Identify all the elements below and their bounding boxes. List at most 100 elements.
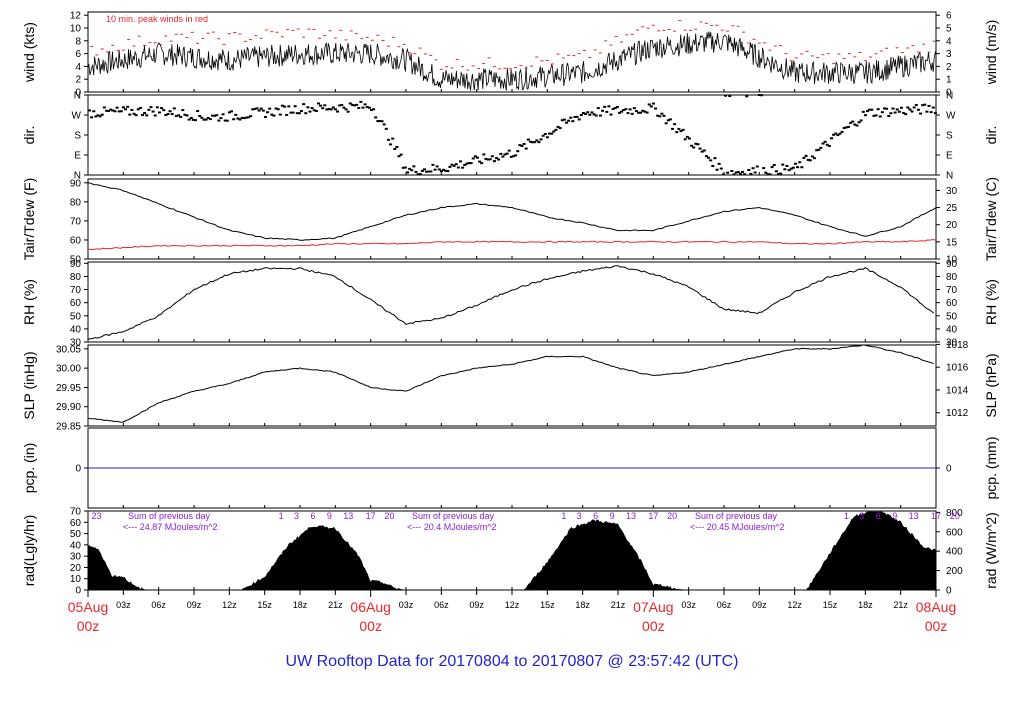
dir-point xyxy=(507,149,511,152)
x-tick-label: 09z xyxy=(187,600,202,610)
dir-point xyxy=(819,146,823,149)
rad-ytick-label-right: 0 xyxy=(946,586,952,597)
dir-point xyxy=(90,116,94,119)
dir-point xyxy=(251,108,255,111)
rad-ylabel-left: rad(Lgly/hr) xyxy=(21,515,37,587)
dir-point xyxy=(456,166,460,169)
rh-ytick-label-left: 70 xyxy=(70,285,82,296)
dir-point xyxy=(319,104,323,107)
dir-point xyxy=(601,109,605,112)
dir-point xyxy=(649,105,653,108)
dir-point xyxy=(545,136,549,139)
pcp-ytick-label-right: 0 xyxy=(946,464,952,475)
dir-point xyxy=(285,113,289,116)
dir-point xyxy=(310,107,314,110)
dir-point xyxy=(800,166,804,169)
dir-point xyxy=(692,146,696,149)
rad-ylabel-right: rad (W/m^2) xyxy=(983,512,999,589)
dir-point xyxy=(484,157,488,160)
slp-ytick-label-right: 1012 xyxy=(946,408,969,419)
dir-point xyxy=(779,172,783,175)
dir-point xyxy=(541,134,545,137)
dir-point xyxy=(134,114,138,117)
dir-point xyxy=(490,155,494,158)
x-tick-label: 03z xyxy=(116,600,131,610)
footer-title: UW Rooftop Data for 20170804 to 20170807… xyxy=(286,653,739,670)
dir-point xyxy=(749,172,753,175)
rad-hour-mark: 9 xyxy=(327,511,332,521)
dir-point xyxy=(475,156,479,159)
rad-hour-mark: 6 xyxy=(310,511,315,521)
dir-point xyxy=(450,163,454,166)
dir-point xyxy=(382,123,386,126)
panel-pcp: pcp. (in) pcp. (mm) 0 0 xyxy=(21,427,999,509)
temp-series-Tair xyxy=(87,182,937,241)
dir-point xyxy=(308,110,312,113)
dir-point xyxy=(185,114,189,117)
dir-point xyxy=(664,122,668,125)
x-tick-label: 12z xyxy=(787,600,802,610)
dir-point xyxy=(662,114,666,117)
dir-ytick-label-left: S xyxy=(74,131,81,142)
dir-point xyxy=(109,108,113,111)
slp-ytick-label-right: 1018 xyxy=(946,340,969,351)
dir-point xyxy=(715,168,719,171)
x-tick-label: 09z xyxy=(469,600,484,610)
dir-point xyxy=(283,105,287,108)
dir-point xyxy=(919,112,923,115)
dir-point xyxy=(469,162,473,165)
dir-point xyxy=(522,142,526,145)
temp-series-Tdew xyxy=(88,238,937,251)
dir-point xyxy=(760,94,764,97)
wind-ytick-label-left: 0 xyxy=(75,88,81,99)
rh-ytick-label-left: 60 xyxy=(70,298,82,309)
dir-point xyxy=(885,107,889,110)
dir-point xyxy=(344,108,348,111)
dir-point xyxy=(482,153,486,156)
slp-ytick-label-left: 30.05 xyxy=(56,344,81,355)
dir-point xyxy=(495,157,499,160)
dir-point xyxy=(88,109,91,112)
dir-point xyxy=(401,166,405,169)
rh-ylabel-right: RH (%) xyxy=(983,279,999,325)
dir-point xyxy=(336,110,340,113)
dir-point xyxy=(579,113,583,116)
rad-ytick-label-left: 30 xyxy=(70,552,82,563)
rh-ylabel-left: RH (%) xyxy=(21,279,37,325)
dir-ylabel-left: dir. xyxy=(21,126,37,145)
dir-point xyxy=(855,124,859,127)
dir-point xyxy=(626,112,630,115)
hour-label: 00z xyxy=(925,618,948,634)
dir-point xyxy=(427,170,431,173)
dir-point xyxy=(261,109,265,112)
rad-hour-mark: 6 xyxy=(593,511,598,521)
dir-point xyxy=(762,167,766,170)
dir-point xyxy=(274,107,278,110)
dir-point xyxy=(505,152,509,155)
dir-point xyxy=(730,170,734,173)
rad-ytick-label-left: 40 xyxy=(70,540,82,551)
wind-ytick-label-right: 3 xyxy=(946,49,952,60)
rh-ytick-label-right: 70 xyxy=(946,285,958,296)
dir-point xyxy=(764,171,768,174)
wind-ytick-label-right: 6 xyxy=(946,11,952,22)
dir-point xyxy=(838,132,842,135)
dir-point xyxy=(851,120,855,123)
rad-hour-mark: 1 xyxy=(561,511,566,521)
pcp-ylabel-right: pcp. (mm) xyxy=(983,437,999,500)
dir-point xyxy=(813,157,817,160)
dir-point xyxy=(933,112,937,115)
dir-point xyxy=(425,170,429,173)
rad-hour-mark: 3 xyxy=(859,511,864,521)
wind-ytick-label-right: 0 xyxy=(946,88,952,99)
dir-point xyxy=(929,111,933,114)
dir-point xyxy=(454,163,458,166)
dir-point xyxy=(548,132,552,135)
dir-point xyxy=(526,138,530,141)
rad-hour-mark: 20 xyxy=(950,511,960,521)
dir-point xyxy=(883,107,886,110)
dir-point xyxy=(524,147,528,150)
dir-point xyxy=(414,170,418,173)
